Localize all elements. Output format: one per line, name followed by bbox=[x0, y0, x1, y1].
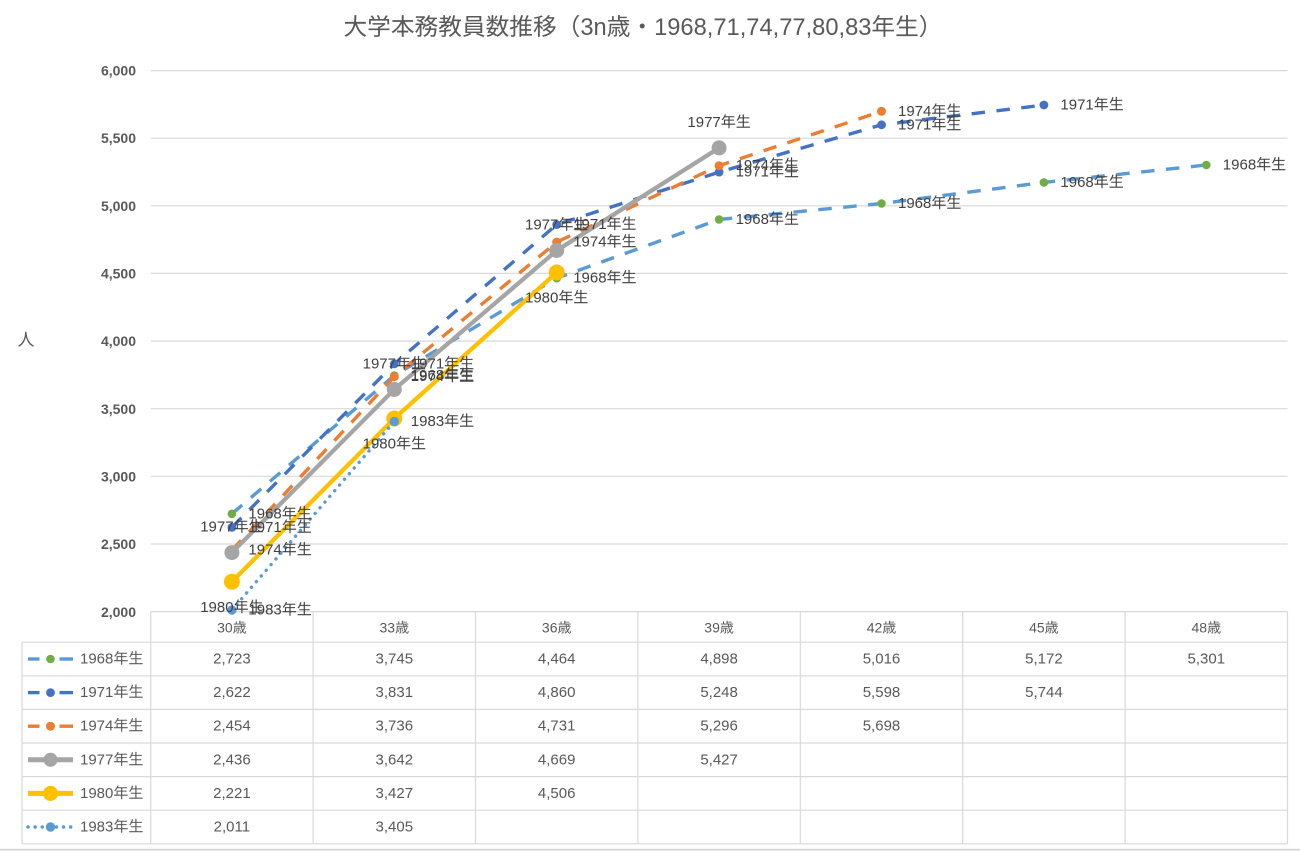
svg-text:1974年生: 1974年生 bbox=[411, 368, 474, 385]
svg-text:3,000: 3,000 bbox=[101, 469, 136, 485]
svg-text:1974年生: 1974年生 bbox=[573, 234, 636, 251]
svg-text:人: 人 bbox=[18, 331, 35, 350]
svg-text:1980年生: 1980年生 bbox=[363, 436, 426, 453]
svg-text:5,296: 5,296 bbox=[700, 718, 738, 735]
svg-text:2,723: 2,723 bbox=[213, 651, 251, 668]
svg-text:1980年生: 1980年生 bbox=[525, 290, 588, 307]
svg-text:1971年生: 1971年生 bbox=[736, 164, 799, 181]
svg-text:45歳: 45歳 bbox=[1029, 620, 1059, 636]
svg-text:2,221: 2,221 bbox=[213, 785, 251, 802]
svg-text:4,500: 4,500 bbox=[101, 266, 136, 282]
svg-text:4,860: 4,860 bbox=[538, 684, 576, 701]
svg-text:1968年生: 1968年生 bbox=[573, 270, 636, 287]
svg-text:3,736: 3,736 bbox=[376, 718, 414, 735]
svg-text:39歳: 39歳 bbox=[704, 620, 734, 636]
svg-text:4,464: 4,464 bbox=[538, 651, 576, 668]
svg-text:1977年生: 1977年生 bbox=[200, 519, 263, 536]
svg-text:5,000: 5,000 bbox=[101, 198, 136, 214]
svg-text:36歳: 36歳 bbox=[542, 620, 572, 636]
svg-text:1968年生: 1968年生 bbox=[80, 651, 143, 668]
svg-text:1983年生: 1983年生 bbox=[248, 602, 311, 619]
svg-text:2,454: 2,454 bbox=[213, 718, 251, 735]
svg-text:1968年生: 1968年生 bbox=[1060, 174, 1123, 191]
svg-text:2,500: 2,500 bbox=[101, 536, 136, 552]
svg-text:2,622: 2,622 bbox=[213, 684, 251, 701]
svg-text:1971年生: 1971年生 bbox=[1060, 97, 1123, 114]
svg-text:1977年生: 1977年生 bbox=[363, 355, 426, 372]
svg-text:大学本務教員数推移（3n歳・1968,71,74,77,80: 大学本務教員数推移（3n歳・1968,71,74,77,80,83年生） bbox=[343, 14, 942, 41]
svg-text:1983年生: 1983年生 bbox=[80, 819, 143, 836]
svg-text:42歳: 42歳 bbox=[867, 620, 897, 636]
svg-text:4,669: 4,669 bbox=[538, 751, 576, 768]
svg-text:5,500: 5,500 bbox=[101, 130, 136, 146]
svg-text:4,000: 4,000 bbox=[101, 333, 136, 349]
svg-text:1968年生: 1968年生 bbox=[736, 211, 799, 228]
svg-text:1968年生: 1968年生 bbox=[898, 195, 961, 212]
svg-text:1971年生: 1971年生 bbox=[411, 355, 474, 372]
svg-text:30歳: 30歳 bbox=[217, 620, 247, 636]
svg-text:33歳: 33歳 bbox=[380, 620, 410, 636]
svg-text:3,642: 3,642 bbox=[376, 751, 414, 768]
svg-text:5,698: 5,698 bbox=[863, 718, 901, 735]
svg-text:3,405: 3,405 bbox=[376, 819, 414, 836]
svg-text:1974年生: 1974年生 bbox=[248, 542, 311, 559]
svg-text:3,427: 3,427 bbox=[376, 785, 414, 802]
svg-text:5,598: 5,598 bbox=[863, 684, 901, 701]
svg-text:4,731: 4,731 bbox=[538, 718, 576, 735]
svg-text:2,011: 2,011 bbox=[214, 819, 250, 836]
svg-text:1977年生: 1977年生 bbox=[687, 114, 750, 131]
svg-text:4,506: 4,506 bbox=[538, 785, 576, 802]
svg-text:5,172: 5,172 bbox=[1025, 651, 1063, 668]
svg-text:1971年生: 1971年生 bbox=[573, 216, 636, 233]
svg-text:4,898: 4,898 bbox=[700, 651, 738, 668]
svg-text:5,016: 5,016 bbox=[863, 651, 901, 668]
svg-text:1968年生: 1968年生 bbox=[248, 505, 311, 522]
svg-text:1974年生: 1974年生 bbox=[736, 157, 799, 174]
svg-text:2,000: 2,000 bbox=[101, 604, 136, 620]
svg-text:2,436: 2,436 bbox=[213, 751, 251, 768]
svg-text:5,427: 5,427 bbox=[700, 751, 738, 768]
svg-text:48歳: 48歳 bbox=[1192, 620, 1222, 636]
svg-text:1971年生: 1971年生 bbox=[248, 519, 311, 536]
svg-text:1968年生: 1968年生 bbox=[1223, 157, 1286, 174]
svg-text:1980年生: 1980年生 bbox=[200, 599, 263, 616]
svg-text:6,000: 6,000 bbox=[101, 63, 136, 79]
svg-text:1971年生: 1971年生 bbox=[80, 684, 143, 701]
svg-text:3,500: 3,500 bbox=[101, 401, 136, 417]
svg-text:1980年生: 1980年生 bbox=[80, 785, 143, 802]
svg-text:5,248: 5,248 bbox=[700, 684, 738, 701]
svg-text:5,744: 5,744 bbox=[1025, 684, 1063, 701]
svg-text:1977年生: 1977年生 bbox=[525, 217, 588, 234]
svg-text:1971年生: 1971年生 bbox=[898, 116, 961, 133]
svg-text:1974年生: 1974年生 bbox=[898, 103, 961, 120]
svg-text:3,745: 3,745 bbox=[376, 651, 414, 668]
svg-text:3,831: 3,831 bbox=[376, 684, 414, 701]
svg-text:1977年生: 1977年生 bbox=[80, 751, 143, 768]
svg-text:5,301: 5,301 bbox=[1188, 651, 1226, 668]
svg-text:1983年生: 1983年生 bbox=[411, 413, 474, 430]
svg-text:1974年生: 1974年生 bbox=[80, 718, 143, 735]
svg-text:1968年生: 1968年生 bbox=[411, 367, 474, 384]
